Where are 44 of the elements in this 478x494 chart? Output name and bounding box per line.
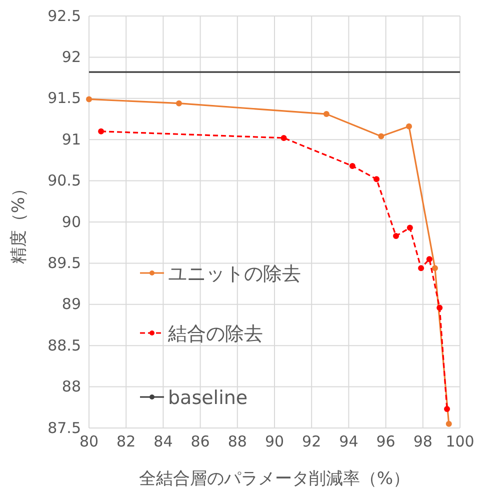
point xyxy=(323,111,330,118)
y-tick-label: 90 xyxy=(62,212,81,231)
point xyxy=(86,96,92,102)
y-tick-label: 87.5 xyxy=(48,418,81,437)
point xyxy=(393,233,400,240)
point xyxy=(406,224,413,231)
y-axis-title: 精度（%） xyxy=(9,180,29,264)
x-tick-label: 84 xyxy=(154,432,173,451)
point xyxy=(418,265,424,272)
point xyxy=(432,265,438,272)
x-tick-label: 86 xyxy=(190,432,210,451)
y-tick-label: 92 xyxy=(62,48,81,66)
y-tick-label: 90.5 xyxy=(48,172,81,190)
point xyxy=(436,304,443,311)
x-tick-label: 82 xyxy=(116,432,136,451)
point xyxy=(444,406,450,412)
y-tick-label: 89.5 xyxy=(48,254,81,272)
point xyxy=(446,420,452,427)
legend-label: ユニットの除去 xyxy=(168,263,301,285)
x-tick-label: 98 xyxy=(413,432,432,451)
point xyxy=(349,162,356,169)
point xyxy=(378,133,384,140)
y-tick-label: 91 xyxy=(62,130,81,148)
legend-label: baseline xyxy=(168,387,248,409)
y-tick-label: 88 xyxy=(62,378,81,396)
x-tick-label: 92 xyxy=(302,432,322,451)
legend-label: 結合の除去 xyxy=(167,323,263,345)
y-tick-label: 92.5 xyxy=(48,6,81,25)
x-tick-label: 90 xyxy=(264,432,284,451)
x-axis-title: 全結合層のパラメータ削減率（%） xyxy=(138,469,410,489)
x-tick-label: 96 xyxy=(376,432,396,451)
y-tick-label: 89 xyxy=(62,295,81,314)
y-tick-label: 91.5 xyxy=(48,89,81,108)
point xyxy=(426,256,432,262)
point xyxy=(176,100,182,106)
y-tick-label: 88.5 xyxy=(48,336,81,354)
x-tick-label: 94 xyxy=(339,432,358,451)
x-tick-label: 80 xyxy=(79,432,99,451)
x-tick-label: 88 xyxy=(228,432,247,451)
point xyxy=(280,134,287,141)
point xyxy=(98,128,104,134)
x-tick-label: 100 xyxy=(446,432,474,451)
point xyxy=(406,123,412,130)
point xyxy=(374,176,380,182)
